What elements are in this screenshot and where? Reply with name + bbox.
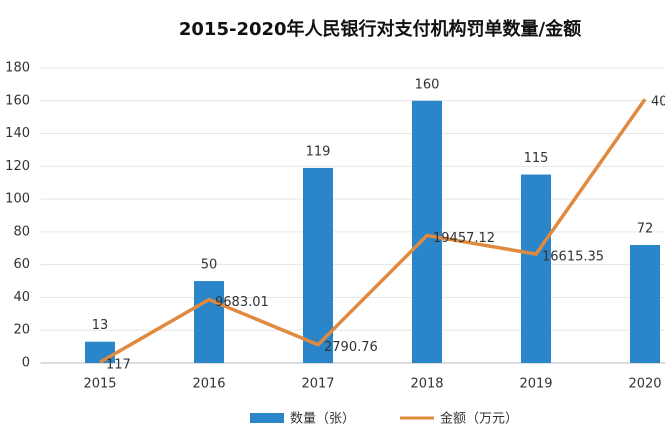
bar-value-label: 72 [637, 222, 654, 237]
y-tick-label: 0 [22, 356, 30, 371]
y-tick-label: 140 [5, 126, 30, 141]
line-value-label: 16615.35 [542, 250, 604, 265]
y-tick-label: 20 [13, 323, 30, 338]
bar [630, 245, 660, 363]
line-value-label: 40241 [651, 95, 665, 110]
x-tick-label: 2020 [628, 377, 661, 392]
y-tick-label: 40 [13, 290, 30, 305]
bar [303, 167, 333, 363]
bar-value-label: 119 [306, 144, 331, 159]
line-value-label: 9683.01 [215, 295, 269, 310]
x-tick-label: 2018 [410, 377, 443, 392]
y-tick-label: 100 [5, 192, 30, 207]
y-tick-label: 60 [13, 257, 30, 272]
line [99, 98, 647, 364]
y-tick-label: 80 [13, 224, 30, 239]
y-tick-label: 180 [5, 61, 30, 76]
legend-label: 数量（张） [290, 412, 355, 427]
y-tick-label: 160 [5, 93, 30, 108]
bar [412, 100, 442, 364]
bar-value-label: 160 [415, 77, 440, 92]
line-value-label: 19457.12 [433, 231, 495, 246]
x-tick-label: 2015 [83, 377, 116, 392]
legend-label: 金额（万元） [440, 411, 518, 427]
bar [521, 174, 551, 363]
bar [194, 281, 224, 363]
x-tick-label: 2017 [301, 377, 334, 392]
x-tick-label: 2016 [192, 377, 225, 392]
line-value-label: 117 [106, 358, 131, 373]
bar-value-label: 115 [524, 151, 549, 166]
line-value-label: 2790.76 [324, 340, 378, 355]
x-tick-label: 2019 [519, 377, 552, 392]
bar-value-label: 50 [201, 258, 218, 273]
y-tick-label: 120 [5, 159, 30, 174]
legend-swatch [250, 413, 284, 423]
chart-title: 2015-2020年人民银行对支付机构罚单数量/金额 [179, 18, 581, 40]
bar-value-label: 13 [92, 318, 109, 333]
